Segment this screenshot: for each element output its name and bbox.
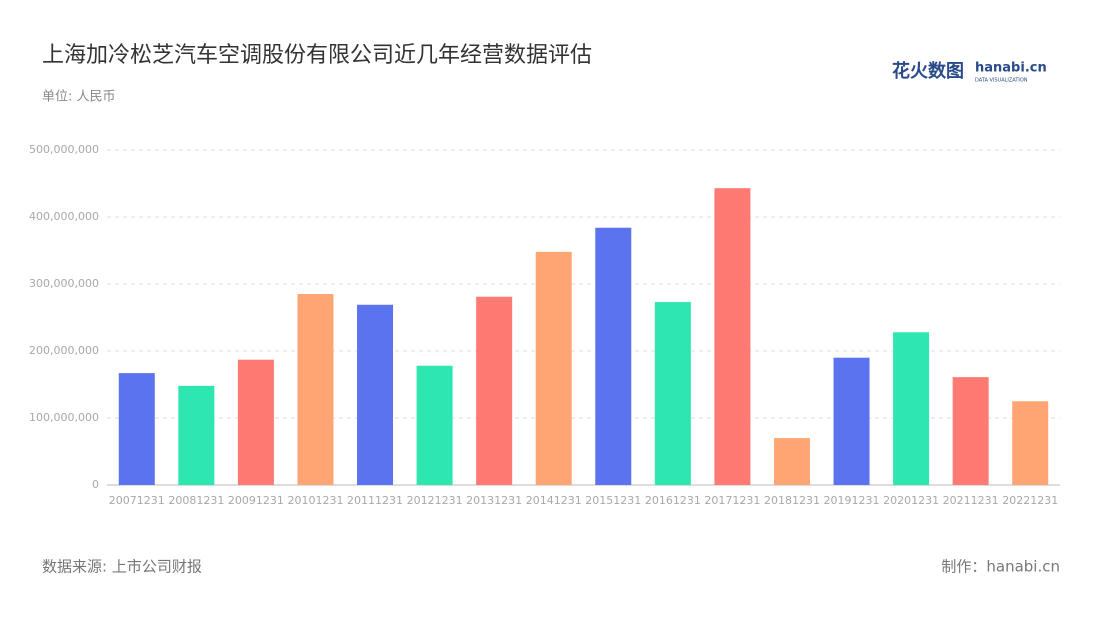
x-tick-label: 20211231 <box>943 494 999 507</box>
x-tick-label: 20161231 <box>645 494 701 507</box>
y-tick-label: 400,000,000 <box>29 210 99 223</box>
bar <box>952 377 989 485</box>
bar <box>654 302 691 485</box>
bar <box>297 294 334 485</box>
source-note: 数据来源: 上市公司财报 <box>42 558 202 576</box>
bar <box>476 296 513 485</box>
x-tick-label: 20081231 <box>168 494 224 507</box>
x-tick-label: 20101231 <box>287 494 343 507</box>
x-tick-label: 20201231 <box>883 494 939 507</box>
bar <box>357 304 394 485</box>
bar <box>416 365 453 485</box>
bar <box>773 438 810 485</box>
bar <box>1012 401 1049 485</box>
y-tick-label: 300,000,000 <box>29 277 99 290</box>
x-tick-label: 20141231 <box>526 494 582 507</box>
x-tick-label: 20191231 <box>824 494 880 507</box>
y-tick-label: 0 <box>92 478 99 491</box>
bar <box>535 251 572 485</box>
x-tick-label: 20111231 <box>347 494 403 507</box>
x-tick-label: 20221231 <box>1002 494 1058 507</box>
y-tick-label: 100,000,000 <box>29 411 99 424</box>
y-tick-label: 500,000,000 <box>29 143 99 156</box>
chart-title: 上海加冷松芝汽车空调股份有限公司近几年经营数据评估 <box>42 43 592 68</box>
bar <box>178 385 215 485</box>
bar <box>595 227 632 485</box>
bar <box>714 188 751 485</box>
credit-note: 制作：hanabi.cn <box>941 558 1060 576</box>
bar <box>893 332 930 485</box>
bar <box>833 357 870 485</box>
x-tick-label: 20121231 <box>407 494 463 507</box>
logo-name: 花火数图 <box>892 60 964 82</box>
y-tick-label: 200,000,000 <box>29 344 99 357</box>
x-tick-label: 20131231 <box>466 494 522 507</box>
x-tick-label: 20151231 <box>585 494 641 507</box>
logo-tagline: DATA VISUALIZATION <box>975 78 1028 84</box>
x-tick-label: 20091231 <box>228 494 284 507</box>
bar <box>237 359 274 485</box>
logo-site: hanabi.cn <box>975 61 1047 76</box>
x-tick-label: 20181231 <box>764 494 820 507</box>
x-tick-label: 20171231 <box>704 494 760 507</box>
x-tick-label: 20071231 <box>109 494 165 507</box>
bar <box>118 373 155 485</box>
chart-subtitle: 单位: 人民币 <box>42 90 116 105</box>
